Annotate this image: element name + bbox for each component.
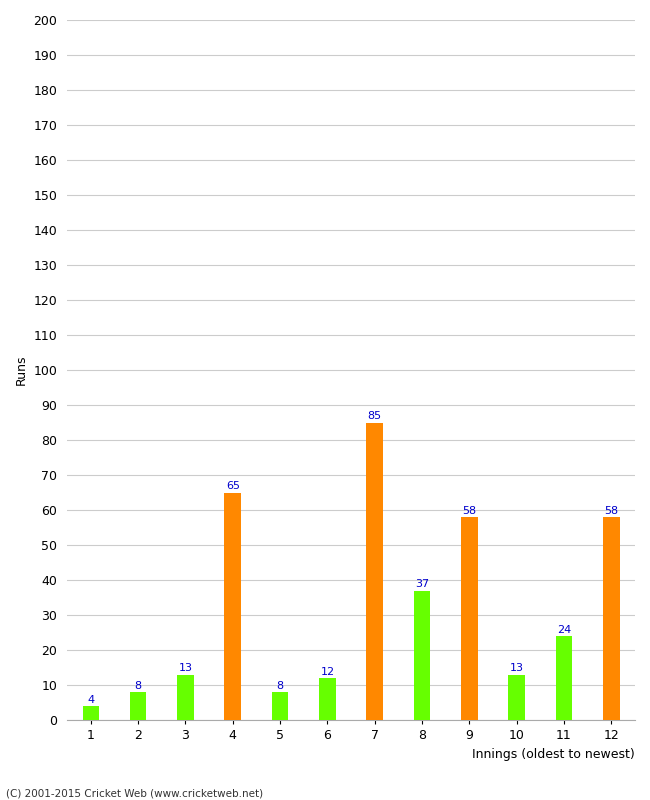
Text: 65: 65 [226, 481, 240, 491]
Text: 13: 13 [510, 663, 524, 673]
Text: 37: 37 [415, 579, 429, 589]
Bar [556, 636, 572, 721]
Bar [319, 678, 335, 721]
Bar [414, 591, 430, 721]
Text: 58: 58 [604, 506, 618, 515]
Bar [461, 518, 478, 721]
Bar [272, 692, 289, 721]
Bar [130, 692, 146, 721]
Bar [177, 675, 194, 721]
Bar [83, 706, 99, 721]
Y-axis label: Runs: Runs [15, 355, 28, 386]
Text: 12: 12 [320, 666, 335, 677]
Text: 8: 8 [276, 681, 283, 690]
Text: 85: 85 [368, 411, 382, 421]
Text: 58: 58 [462, 506, 476, 515]
Bar [224, 493, 241, 721]
Text: 13: 13 [179, 663, 192, 673]
Text: (C) 2001-2015 Cricket Web (www.cricketweb.net): (C) 2001-2015 Cricket Web (www.cricketwe… [6, 788, 264, 798]
Bar [508, 675, 525, 721]
Text: 8: 8 [135, 681, 142, 690]
Text: 24: 24 [557, 625, 571, 634]
Text: 4: 4 [87, 694, 94, 705]
Bar [367, 422, 383, 721]
X-axis label: Innings (oldest to newest): Innings (oldest to newest) [473, 748, 635, 761]
Bar [603, 518, 619, 721]
